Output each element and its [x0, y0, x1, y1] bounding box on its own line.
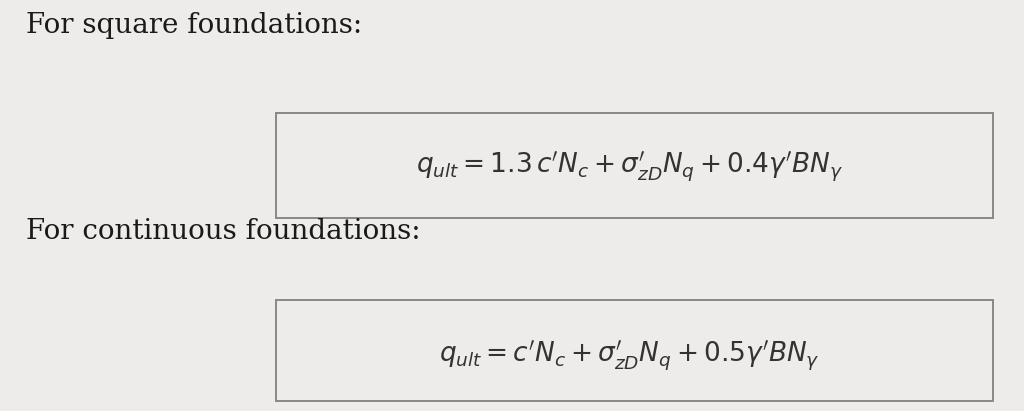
FancyBboxPatch shape [276, 113, 993, 218]
Text: $q_{ult} = c^{\prime}N_c + \sigma^{\prime}_{zD}N_q + 0.5\gamma^{\prime}BN_{\gamm: $q_{ult} = c^{\prime}N_c + \sigma^{\prim… [439, 338, 820, 373]
Text: $q_{ult} = 1.3\, c^{\prime}N_c + \sigma^{\prime}_{zD}N_q + 0.4\gamma^{\prime}BN_: $q_{ult} = 1.3\, c^{\prime}N_c + \sigma^… [417, 149, 843, 184]
Text: For square foundations:: For square foundations: [26, 12, 361, 39]
Text: For continuous foundations:: For continuous foundations: [26, 218, 420, 245]
FancyBboxPatch shape [276, 300, 993, 401]
